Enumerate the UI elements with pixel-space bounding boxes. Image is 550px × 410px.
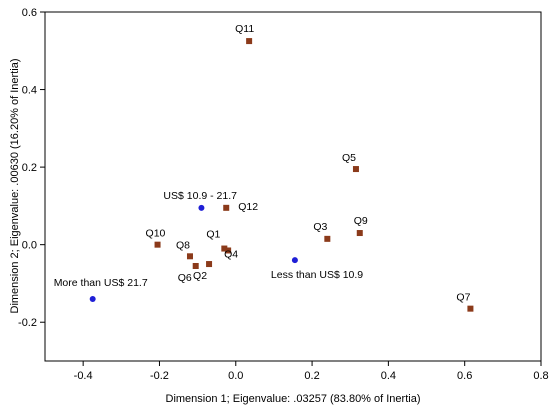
point-marker-q10 bbox=[154, 241, 161, 248]
point-marker-q3 bbox=[324, 235, 331, 242]
point-label: Q1 bbox=[206, 229, 220, 241]
point-label: US$ 10.9 - 21.7 bbox=[163, 190, 237, 202]
x-tick-label: 0.6 bbox=[457, 370, 472, 382]
point-marker-q6 bbox=[192, 262, 199, 269]
point-marker-q8 bbox=[186, 253, 193, 260]
point-label: Q12 bbox=[238, 201, 258, 213]
y-tick-label: 0.2 bbox=[22, 162, 37, 174]
point-label: Q3 bbox=[313, 221, 327, 233]
point-label: Q8 bbox=[176, 239, 190, 251]
point-label: Q7 bbox=[456, 292, 470, 304]
point-marker-q12 bbox=[223, 204, 230, 211]
x-tick-label: -0.2 bbox=[150, 370, 169, 382]
point-marker-q4 bbox=[225, 247, 232, 254]
x-tick-label: -0.4 bbox=[74, 370, 93, 382]
point-label: Less than US$ 10.9 bbox=[271, 269, 363, 281]
point-marker-q5 bbox=[352, 166, 359, 173]
point-marker-q11 bbox=[246, 38, 253, 45]
point-label: Q5 bbox=[342, 152, 356, 164]
point-marker-q9 bbox=[356, 230, 363, 237]
y-tick-label: 0.4 bbox=[22, 85, 37, 97]
plot-frame bbox=[44, 11, 542, 362]
y-tick-label: -0.2 bbox=[18, 317, 37, 329]
point-marker-income bbox=[291, 257, 298, 264]
x-tick-label: 0.4 bbox=[381, 370, 396, 382]
x-tick-label: 0.0 bbox=[228, 370, 243, 382]
point-label: Q4 bbox=[224, 248, 238, 260]
y-tick-label: 0.0 bbox=[22, 240, 37, 252]
point-marker-q2 bbox=[206, 261, 213, 268]
y-axis-ticks: -0.2 0.0 0.2 0.4 0.6 bbox=[18, 7, 45, 329]
x-axis-ticks: -0.4 -0.2 0.0 0.2 0.4 0.6 0.8 bbox=[74, 361, 549, 382]
x-axis-title: Dimension 1; Eigenvalue: .03257 (83.80% … bbox=[166, 393, 421, 405]
x-tick-label: 0.8 bbox=[533, 370, 548, 382]
point-marker-income bbox=[198, 204, 205, 211]
point-marker-q1 bbox=[221, 245, 228, 252]
point-label: Q9 bbox=[354, 215, 368, 227]
point-marker-income bbox=[89, 295, 96, 302]
point-marker-q7 bbox=[467, 305, 474, 312]
point-label: Q11 bbox=[235, 23, 254, 35]
point-label: Q2 bbox=[193, 270, 207, 282]
y-tick-label: 0.6 bbox=[22, 7, 37, 19]
y-axis-title: Dimension 2; Eigenvalue: .00630 (16.20% … bbox=[9, 59, 21, 314]
x-tick-label: 0.2 bbox=[304, 370, 319, 382]
point-label: Q10 bbox=[146, 228, 166, 240]
point-label: More than US$ 21.7 bbox=[54, 277, 148, 289]
point-label: Q6 bbox=[178, 272, 192, 284]
